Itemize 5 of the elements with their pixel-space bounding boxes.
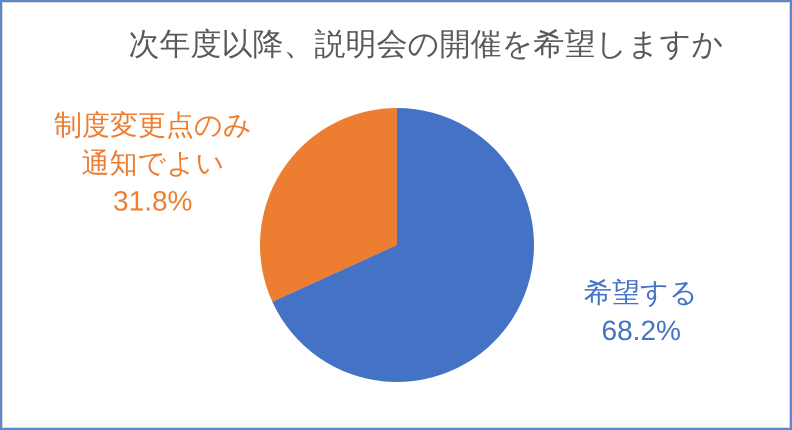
data-label: 68.2% [602,314,681,346]
slice-label: 希望する [584,276,698,308]
data-label: 31.8% [113,186,192,217]
chart-title: 次年度以降、説明会の開催を希望しますか [128,26,724,62]
slice-label: 制度変更点のみ通知でよい [54,110,252,179]
